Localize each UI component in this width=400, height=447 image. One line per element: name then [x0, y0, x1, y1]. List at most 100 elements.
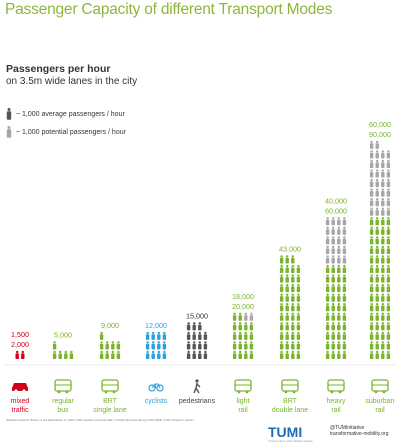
bicycle-icon [148, 383, 164, 392]
person-mark [296, 264, 301, 274]
person-mark [249, 350, 254, 359]
person-mark [375, 236, 379, 245]
person-mark [342, 331, 347, 340]
person-mark [52, 350, 57, 359]
person-mark [342, 264, 347, 274]
person-icon [6, 108, 12, 120]
person-mark [369, 159, 374, 168]
person-mark [325, 312, 330, 321]
person-mark [52, 341, 57, 350]
person-mark [337, 217, 341, 226]
person-mark [331, 293, 335, 302]
person-mark [369, 264, 374, 274]
person-mark [291, 293, 295, 302]
person-mark [369, 255, 374, 264]
person-mark [325, 341, 330, 350]
person-mark [192, 322, 196, 331]
person-mark [386, 350, 391, 359]
brt-icon [101, 379, 119, 394]
person-mark [285, 293, 289, 302]
person-mark [296, 312, 301, 321]
person-mark [342, 274, 347, 283]
person-mark [381, 198, 385, 207]
person-mark [331, 283, 335, 293]
value-label: 20,000 [232, 302, 254, 311]
tram-icon [234, 379, 252, 394]
person-mark [386, 303, 391, 312]
person-mark [375, 140, 379, 149]
person-mark [21, 350, 25, 359]
person-mark [381, 322, 385, 331]
person-mark [244, 312, 248, 321]
person-mark [157, 350, 161, 359]
person-mark [337, 350, 341, 359]
person-mark [145, 350, 150, 359]
person-mark [151, 331, 155, 340]
category-label: light [237, 398, 250, 405]
person-mark [381, 283, 385, 293]
person-mark [342, 236, 347, 245]
person-mark [386, 188, 391, 197]
person-mark [325, 264, 330, 274]
person-mark [291, 283, 295, 293]
person-mark [381, 217, 385, 226]
value-label: 5,000 [54, 330, 72, 339]
person-mark [369, 226, 374, 235]
person-mark [381, 331, 385, 340]
legend-label-potential: ~ 1,000 potential passengers / hour [16, 128, 126, 136]
person-mark [279, 350, 284, 359]
person-mark [375, 341, 379, 350]
person-mark [116, 350, 121, 359]
person-mark [203, 331, 208, 340]
category-label: BRT [283, 398, 298, 405]
legend-item-average: ~ 1,000 average passengers / hour [6, 108, 125, 120]
category-label: suburban [365, 398, 394, 405]
person-mark [244, 341, 248, 350]
person-mark [375, 350, 379, 359]
value-label: 60,000 [369, 120, 391, 129]
person-mark [375, 178, 379, 188]
person-mark [325, 236, 330, 245]
person-mark [325, 322, 330, 331]
person-mark [386, 274, 391, 283]
person-mark [145, 331, 150, 340]
person-mark [381, 169, 385, 178]
person-mark [291, 350, 295, 359]
person-mark [337, 255, 341, 264]
person-mark [369, 207, 374, 216]
pedestrian-icon [193, 379, 201, 394]
person-mark [369, 341, 374, 350]
person-mark [375, 255, 379, 264]
person-mark [291, 255, 295, 264]
person-mark [291, 303, 295, 312]
legend-label-average: ~ 1,000 average passengers / hour [16, 110, 125, 118]
legend-item-potential: ~ 1,000 potential passengers / hour [6, 126, 126, 138]
person-mark [291, 312, 295, 321]
person-mark [279, 341, 284, 350]
brand-handle: @TUMInitiative transformative-mobility.o… [330, 425, 389, 437]
person-mark [99, 350, 104, 359]
person-mark [232, 312, 237, 321]
person-mark [296, 274, 301, 283]
category-label: single lane [93, 407, 127, 414]
person-mark [186, 331, 191, 340]
person-mark [279, 283, 284, 293]
person-mark [198, 341, 202, 350]
person-mark [337, 236, 341, 245]
person-mark [386, 226, 391, 235]
person-mark [145, 341, 150, 350]
person-mark [296, 331, 301, 340]
person-mark [342, 312, 347, 321]
person-mark [386, 198, 391, 207]
person-mark [342, 255, 347, 264]
person-mark [331, 350, 335, 359]
category-label: heavy [327, 398, 346, 405]
person-mark [285, 350, 289, 359]
person-mark [375, 217, 379, 226]
person-mark [342, 217, 347, 226]
category-label: rail [331, 407, 341, 414]
person-mark [15, 350, 19, 359]
person-mark [331, 255, 335, 264]
person-mark [386, 331, 391, 340]
person-mark [285, 264, 289, 274]
